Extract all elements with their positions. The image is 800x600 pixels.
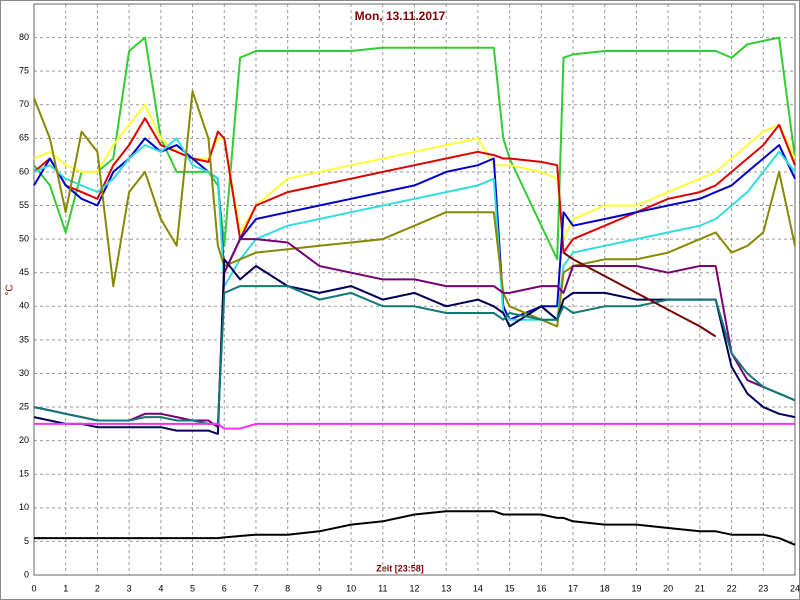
x-tick-label: 16 — [536, 583, 546, 593]
y-tick-label: 70 — [19, 99, 29, 109]
x-tick-label: 21 — [695, 583, 705, 593]
y-tick-label: 75 — [19, 66, 29, 76]
x-tick-label: 11 — [378, 583, 387, 593]
y-tick-label: 10 — [19, 502, 29, 512]
y-tick-label: 5 — [24, 536, 29, 546]
series-line — [33, 117, 796, 254]
x-tick-label: 2 — [95, 583, 100, 593]
series-line — [562, 251, 717, 338]
series-line — [33, 36, 796, 261]
series-line — [33, 285, 796, 425]
x-tick-label: 7 — [253, 583, 258, 593]
x-tick-label: 6 — [222, 583, 227, 593]
series-line — [34, 422, 795, 430]
y-tick-label: 80 — [19, 32, 29, 42]
x-tick-label: 9 — [317, 583, 322, 593]
y-tick-label: 15 — [19, 469, 29, 479]
x-tick-label: 4 — [158, 583, 163, 593]
y-tick-label: 30 — [19, 368, 29, 378]
x-axis-label: Zeit [23:58] — [376, 563, 424, 573]
series-line — [33, 90, 796, 328]
x-tick-label: 15 — [505, 583, 515, 593]
x-tick-label: 13 — [441, 583, 451, 593]
series-line — [33, 137, 796, 321]
y-tick-label: 20 — [19, 435, 29, 445]
y-tick-label: 50 — [19, 233, 29, 243]
x-tick-label: 5 — [190, 583, 195, 593]
series-line — [33, 137, 796, 321]
x-tick-label: 8 — [285, 583, 290, 593]
y-tick-label: 40 — [19, 301, 29, 311]
x-tick-label: 23 — [758, 583, 768, 593]
series-line — [33, 238, 796, 429]
y-tick-label: 65 — [19, 133, 29, 143]
series-line — [33, 103, 796, 241]
plot-border — [33, 3, 796, 576]
x-tick-label: 20 — [663, 583, 673, 593]
x-tick-label: 3 — [127, 583, 132, 593]
x-tick-label: 10 — [346, 583, 356, 593]
y-tick-label: 0 — [24, 569, 29, 579]
x-tick-label: 24 — [790, 583, 800, 593]
x-tick-label: 22 — [727, 583, 737, 593]
x-tick-label: 1 — [63, 583, 68, 593]
x-tick-label: 14 — [473, 583, 483, 593]
x-tick-label: 12 — [409, 583, 419, 593]
y-axis-label: °C — [5, 284, 16, 295]
chart-title: Mon, 13.11.2017 — [355, 9, 446, 23]
y-tick-label: 55 — [19, 200, 29, 210]
y-tick-label: 60 — [19, 166, 29, 176]
y-tick-label: 45 — [19, 267, 29, 277]
y-tick-label: 35 — [19, 334, 29, 344]
x-tick-label: 17 — [568, 583, 578, 593]
x-tick-label: 19 — [631, 583, 641, 593]
series-line — [34, 510, 796, 546]
x-tick-label: 0 — [31, 583, 36, 593]
y-tick-label: 25 — [19, 401, 29, 411]
x-tick-label: 18 — [600, 583, 610, 593]
